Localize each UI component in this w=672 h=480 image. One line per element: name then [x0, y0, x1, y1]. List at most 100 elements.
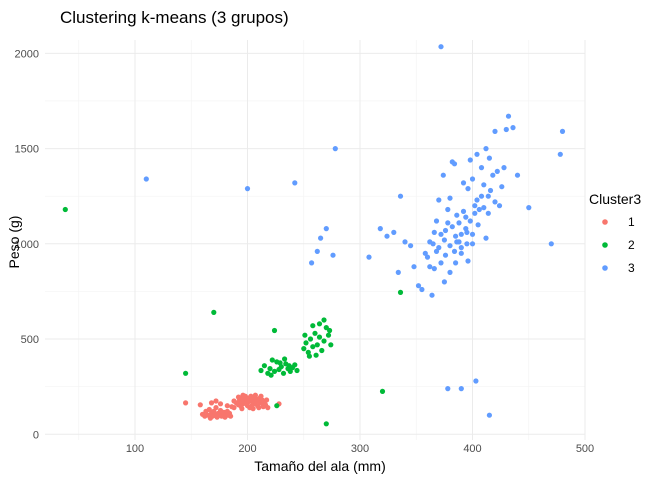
data-point	[503, 126, 509, 133]
data-point	[441, 279, 447, 285]
data-point	[447, 195, 453, 201]
data-point	[286, 363, 292, 369]
data-point	[473, 378, 479, 384]
data-point	[465, 186, 471, 192]
data-point	[478, 193, 485, 199]
data-point	[445, 386, 451, 392]
legend-title: Cluster3	[589, 191, 641, 207]
data-point	[318, 235, 324, 241]
data-point	[458, 245, 464, 251]
data-point	[274, 403, 280, 409]
data-point	[486, 155, 492, 161]
data-point	[384, 233, 390, 239]
legend-label-2: 2	[628, 238, 635, 252]
data-point	[213, 398, 219, 404]
y-tick-label: 500	[21, 334, 39, 346]
data-point	[492, 128, 498, 134]
data-point	[422, 250, 428, 256]
data-point	[302, 332, 308, 338]
y-tick-label: 2000	[15, 48, 39, 60]
data-point	[256, 405, 262, 411]
data-point	[258, 367, 264, 374]
data-point	[454, 212, 460, 218]
y-tick-label: 1000	[15, 239, 39, 251]
data-point	[319, 347, 325, 354]
data-point	[395, 269, 401, 275]
data-point	[548, 241, 554, 247]
data-point	[485, 210, 491, 216]
data-point	[476, 206, 482, 213]
data-point	[310, 344, 316, 350]
data-point	[271, 368, 278, 374]
data-point	[465, 258, 471, 264]
data-point	[458, 386, 464, 392]
data-point	[197, 402, 203, 408]
data-point	[323, 421, 329, 427]
data-point	[501, 165, 507, 171]
data-point	[419, 286, 425, 293]
data-point	[460, 180, 467, 186]
data-point	[469, 176, 476, 182]
data-point	[557, 151, 563, 157]
data-point	[427, 264, 433, 270]
data-point	[505, 113, 512, 119]
data-point	[460, 208, 467, 214]
legend-key-2	[602, 242, 608, 248]
data-point	[483, 146, 489, 152]
data-point	[143, 176, 149, 182]
data-point	[306, 353, 312, 359]
data-point	[438, 231, 444, 237]
data-point	[332, 146, 338, 152]
data-point	[238, 403, 244, 409]
data-point	[467, 157, 473, 163]
data-point	[486, 412, 492, 418]
data-point	[490, 172, 496, 178]
data-point	[467, 218, 473, 224]
data-point	[313, 352, 319, 358]
data-point	[249, 403, 255, 409]
series-2	[62, 206, 404, 427]
data-point	[431, 229, 437, 235]
data-point	[264, 397, 270, 403]
data-point	[458, 250, 464, 256]
data-point	[411, 264, 417, 270]
data-point	[312, 330, 318, 336]
data-point	[451, 248, 458, 254]
legend-label-3: 3	[628, 261, 635, 275]
data-point	[294, 367, 300, 374]
data-point	[456, 239, 462, 245]
data-point	[328, 342, 334, 348]
data-point	[429, 292, 435, 298]
data-point	[265, 405, 271, 411]
data-point	[402, 239, 408, 245]
data-point	[310, 323, 316, 329]
data-point	[231, 405, 237, 411]
data-point	[271, 327, 278, 334]
y-tick-label: 1500	[15, 144, 39, 156]
data-point	[469, 241, 476, 247]
x-tick-label: 100	[126, 443, 144, 455]
data-point	[440, 172, 446, 178]
data-point	[244, 186, 251, 192]
data-point	[217, 401, 224, 407]
data-point	[433, 248, 440, 254]
data-point	[424, 254, 431, 260]
data-point	[325, 332, 332, 338]
data-point	[252, 392, 258, 398]
x-tick-label: 400	[463, 443, 481, 455]
data-point	[287, 368, 293, 374]
data-point	[183, 370, 189, 376]
data-point	[379, 388, 386, 394]
data-point	[453, 233, 459, 239]
data-point	[472, 210, 478, 216]
grid	[45, 40, 586, 440]
data-point	[397, 193, 404, 199]
data-point	[282, 356, 288, 362]
data-point	[391, 229, 397, 235]
data-point	[472, 203, 478, 209]
data-point	[496, 203, 503, 209]
data-point	[183, 400, 189, 406]
data-point	[301, 346, 307, 352]
data-point	[244, 397, 251, 403]
